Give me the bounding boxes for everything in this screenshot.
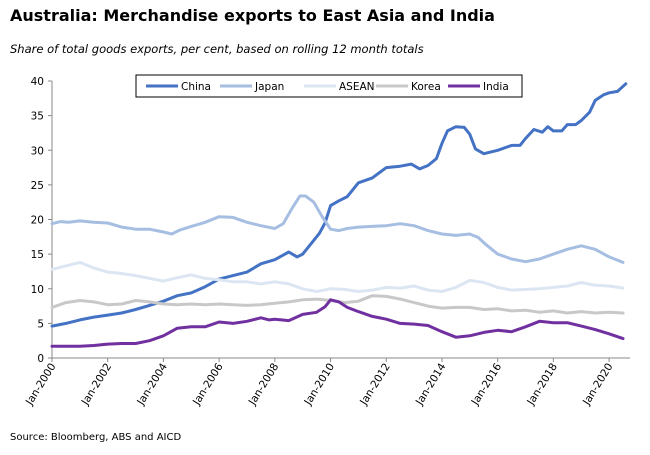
y-tick-label: 20: [31, 215, 44, 227]
y-tick-label: 40: [31, 76, 44, 88]
x-tick-label: Jan-2016: [469, 361, 505, 408]
y-tick-label: 5: [37, 318, 44, 330]
x-tick-label: Jan-2008: [246, 361, 281, 408]
x-tick-label: Jan-2006: [190, 361, 226, 408]
y-tick-label: 10: [31, 284, 44, 296]
series-line-japan: [50, 194, 625, 264]
x-tick-label: Jan-2020: [580, 361, 615, 408]
y-tick-label: 15: [31, 249, 44, 261]
y-tick-label: 0: [37, 353, 44, 365]
series-line-china: [50, 82, 628, 328]
x-tick-label: Jan-2012: [357, 361, 392, 408]
x-tick-label: Jan-2004: [135, 361, 171, 408]
chart-subtitle: Share of total goods exports, per cent, …: [10, 42, 424, 56]
legend-label-japan: Japan: [254, 81, 284, 93]
x-tick-label: Jan-2014: [413, 361, 449, 408]
x-tick-label: Jan-2018: [524, 361, 559, 408]
legend-label-india: India: [483, 81, 509, 93]
legend-label-asean: ASEAN: [339, 81, 375, 93]
legend-label-korea: Korea: [411, 81, 441, 93]
x-tick-label: Jan-2002: [79, 361, 114, 408]
series-line-india: [50, 298, 625, 348]
chart-title: Australia: Merchandise exports to East A…: [10, 6, 495, 25]
source-note: Source: Bloomberg, ABS and AICD: [10, 432, 182, 443]
series-line-asean: [50, 260, 625, 293]
y-tick-label: 30: [31, 145, 44, 157]
x-tick-label: Jan-2010: [302, 361, 337, 408]
legend-label-china: China: [181, 81, 211, 93]
x-tick-label: Jan-2000: [23, 361, 58, 408]
y-tick-label: 35: [31, 111, 44, 123]
y-tick-label: 25: [31, 180, 44, 192]
